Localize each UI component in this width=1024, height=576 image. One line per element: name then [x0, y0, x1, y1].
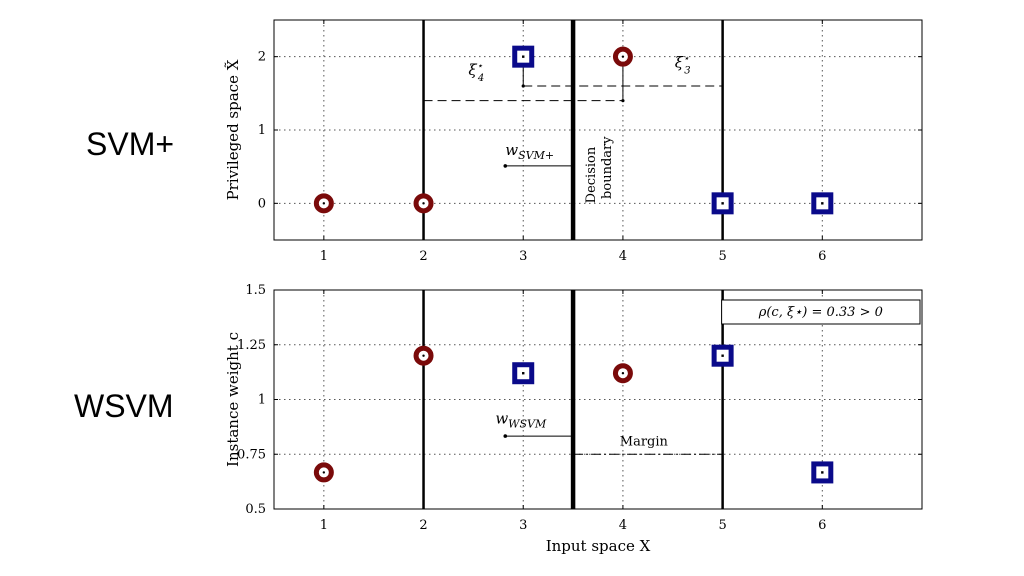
y-tick-label: 1: [258, 393, 266, 408]
circle-point-center: [422, 354, 425, 357]
slack-dot: [621, 99, 625, 103]
square-point-center: [721, 202, 724, 205]
slack-dot: [521, 84, 525, 88]
circle-point-center: [621, 55, 625, 58]
square-point-center: [721, 354, 724, 357]
w-vector-dot: [503, 164, 508, 168]
circle-point-center: [322, 471, 326, 474]
rho-box: [721, 299, 921, 325]
margin-label: Margin: [620, 434, 669, 449]
y-axis-title: Instance weight c: [224, 332, 242, 467]
circle-point-center: [621, 372, 625, 375]
x-axis-title: Input space X: [546, 537, 651, 555]
y-tick-label: 2: [258, 50, 266, 65]
xi3-label: ξ⋆ 3: [675, 54, 691, 77]
decision-boundary-label-1: Decision: [584, 146, 599, 203]
x-tick-label: 5: [718, 518, 726, 533]
x-tick-label: 3: [519, 518, 527, 533]
y-tick-label: 1: [258, 123, 266, 138]
x-tick-label: 2: [419, 249, 427, 264]
circle-point-center: [422, 202, 425, 205]
x-tick-label: 4: [619, 249, 627, 264]
x-tick-label: 1: [320, 249, 328, 264]
y-tick-label: 0.5: [245, 502, 266, 517]
bottom-chart: 1 2 3 4 5 6 0.5 0.75 1 1.25 1.5 Instance weight c In…: [224, 283, 923, 555]
square-point-center: [821, 202, 824, 205]
w-svm-plus-label: wSVM+: [505, 141, 554, 162]
circle-point-center: [322, 202, 326, 205]
svm-plus-label: SVM+: [86, 126, 175, 162]
x-tick-label: 3: [519, 249, 527, 264]
x-tick-label: 6: [818, 249, 826, 264]
y-axis-title: Privileged space X̃: [224, 59, 242, 200]
decision-boundary-label-2: boundary: [600, 136, 615, 199]
x-tick-label: 6: [818, 518, 826, 533]
x-tick-label: 2: [419, 518, 427, 533]
y-tick-label: 0: [258, 196, 266, 211]
y-tick-label: 1.5: [245, 283, 266, 298]
square-point-center: [522, 372, 525, 375]
wsvm-label: WSVM: [74, 388, 174, 424]
top-chart: 1 2 3 4 5 6 0 1 2 Privileged space X̃ ξ⋆ 4 ξ⋆ 3 wSVM+ D…: [224, 19, 923, 264]
rho-box-label: ρ(c, ξ⋆) = 0.33 > 0: [758, 305, 883, 320]
w-wsvm-label: wWSVM: [495, 410, 547, 431]
square-point-center: [821, 471, 824, 474]
x-tick-label: 1: [320, 518, 328, 533]
y-tick-label: 0.75: [237, 447, 266, 462]
y-tick-label: 1.25: [237, 338, 266, 353]
x-tick-label: 4: [619, 518, 627, 533]
w-vector-dot: [503, 434, 508, 438]
x-tick-label: 5: [718, 249, 726, 264]
xi4-label: ξ⋆ 4: [468, 61, 484, 84]
square-point-center: [522, 55, 525, 58]
